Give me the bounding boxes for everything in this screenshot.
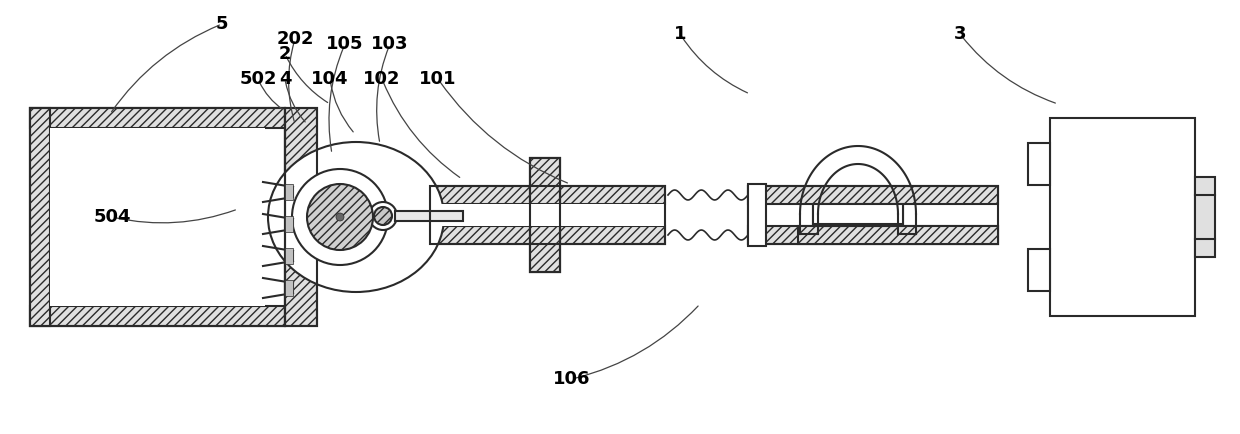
Bar <box>529 158 560 204</box>
Text: 105: 105 <box>326 35 363 53</box>
Ellipse shape <box>268 142 444 292</box>
Text: 4: 4 <box>279 70 291 88</box>
Text: 5: 5 <box>216 15 228 33</box>
Bar <box>748 186 998 244</box>
Text: 101: 101 <box>419 70 456 88</box>
Bar <box>30 306 285 326</box>
Bar <box>748 226 998 244</box>
Bar <box>430 186 665 204</box>
Bar <box>285 216 293 232</box>
Circle shape <box>291 169 388 265</box>
Bar <box>748 186 998 204</box>
Text: 504: 504 <box>93 208 130 226</box>
Bar <box>1050 118 1195 316</box>
Bar <box>430 226 665 244</box>
Text: 502: 502 <box>239 70 277 88</box>
Bar <box>30 108 285 128</box>
Text: 103: 103 <box>371 35 409 53</box>
Bar <box>1028 249 1050 291</box>
Bar <box>285 108 317 326</box>
Circle shape <box>336 213 343 221</box>
Bar <box>748 184 766 246</box>
Bar <box>813 204 903 224</box>
Text: 2: 2 <box>279 45 291 63</box>
Bar <box>285 108 317 326</box>
Bar <box>430 186 665 244</box>
Bar <box>1195 177 1215 257</box>
Bar <box>285 248 293 264</box>
Bar <box>529 158 560 272</box>
Bar <box>529 158 560 272</box>
Bar <box>430 204 665 226</box>
Bar <box>529 226 560 272</box>
Bar <box>285 280 293 296</box>
Circle shape <box>308 184 373 250</box>
Bar <box>529 204 560 226</box>
Bar <box>50 128 265 306</box>
Text: 104: 104 <box>311 70 348 88</box>
Text: 106: 106 <box>553 370 590 388</box>
Text: 202: 202 <box>277 30 314 48</box>
Bar <box>396 211 463 221</box>
Bar <box>799 226 998 244</box>
Circle shape <box>370 202 397 230</box>
Bar <box>30 108 285 326</box>
Bar <box>285 184 293 200</box>
Bar <box>813 206 903 226</box>
Text: 102: 102 <box>363 70 401 88</box>
Text: 3: 3 <box>954 25 966 43</box>
Text: 1: 1 <box>673 25 686 43</box>
Bar <box>30 108 50 326</box>
Bar <box>1028 143 1050 185</box>
Circle shape <box>374 207 392 225</box>
Bar <box>30 108 285 326</box>
